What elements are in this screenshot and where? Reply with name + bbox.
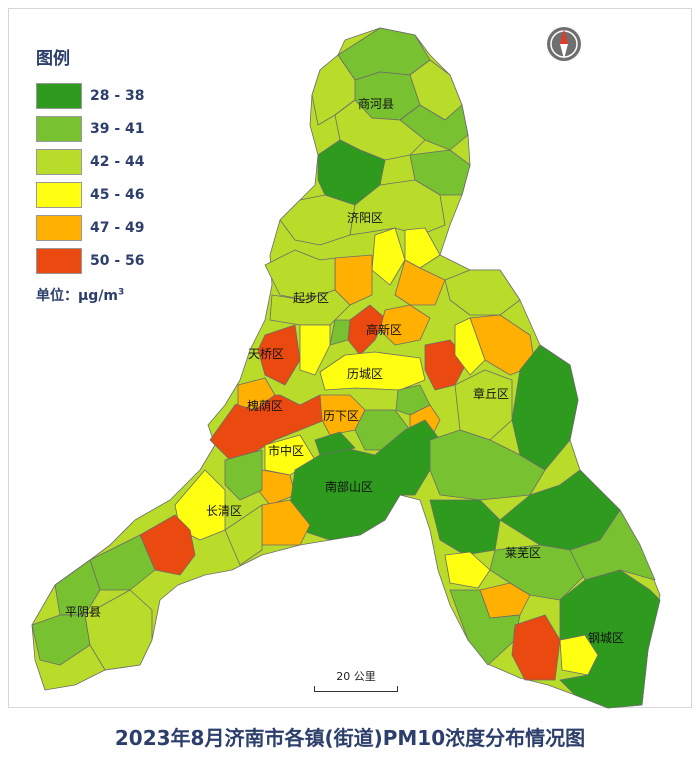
region-jiyang-yellow-2: [404, 227, 441, 269]
label-zhangqiu: 章丘区: [473, 386, 509, 401]
legend-swatch-2: [36, 115, 82, 142]
legend-item-6: 50 - 56: [36, 244, 145, 277]
legend-swatch-4: [36, 181, 82, 208]
legend-label-5: 47 - 49: [90, 219, 145, 236]
region-tianqiao-yellow: [299, 324, 331, 376]
region-shizhong-green: [224, 449, 263, 501]
region-jiyang-e: [349, 179, 446, 236]
label-nanbushan: 南部山区: [325, 479, 373, 494]
legend-swatch-3: [36, 148, 82, 175]
label-laiwu: 莱芜区: [505, 546, 541, 560]
region-qibu-2: [269, 289, 351, 326]
label-shizhong: 市中区: [268, 443, 304, 458]
legend-label-1: 28 - 38: [90, 87, 145, 104]
label-qibu: 起步区: [293, 291, 329, 305]
legend-label-6: 50 - 56: [90, 252, 145, 269]
region-pingyin-3: [84, 589, 153, 671]
region-pingyin-1: [54, 559, 101, 616]
label-gaoxin: 高新区: [366, 322, 402, 337]
label-gangcheng: 钢城区: [588, 631, 624, 645]
map-title: 2023年8月济南市各镇(街道)PM10浓度分布情况图: [114, 726, 586, 750]
legend-swatch-6: [36, 247, 82, 274]
unit-text: 单位：μg/m: [36, 288, 119, 304]
region-laiwu-yellow: [444, 551, 491, 589]
legend-title: 图例: [36, 49, 70, 69]
label-changqing: 长清区: [206, 504, 242, 518]
region-nanbushan-green-2: [314, 431, 356, 456]
legend-item-3: 42 - 44: [36, 145, 145, 178]
region-gangcheng-green: [559, 569, 661, 709]
region-licheng-yellow: [319, 351, 426, 391]
legend-swatch-5: [36, 214, 82, 241]
legend-label-3: 42 - 44: [90, 153, 145, 170]
region-zhangqiu-south: [429, 429, 546, 501]
region-huaiyin-orange: [237, 377, 276, 411]
unit-superscript: 3: [118, 287, 125, 298]
label-pingyin: 平阴县: [65, 605, 101, 619]
legend-item-1: 28 - 38: [36, 79, 145, 112]
region-tianqiao-red: [257, 324, 301, 386]
region-laiwu-east: [569, 509, 656, 581]
region-changqing-green: [224, 504, 263, 566]
legend: 图例 28 - 38 39 - 41 42 - 44 45 - 46 47 - …: [36, 44, 145, 305]
label-jiyang: 济阳区: [347, 210, 383, 225]
region-shanghe-west: [311, 54, 356, 126]
region-zhangqiu-yellow: [454, 317, 486, 376]
label-shanghe: 商河县: [358, 96, 394, 111]
scale-bar-label: 20 公里: [336, 670, 376, 683]
legend-unit: 单位：μg/m3: [36, 285, 145, 305]
legend-swatch-1: [36, 82, 82, 109]
legend-label-4: 45 - 46: [90, 186, 145, 203]
north-arrow-icon: [545, 25, 583, 67]
region-gangcheng-red: [511, 614, 561, 681]
region-gaoxin-orange: [379, 304, 431, 346]
region-nanbushan: [289, 419, 441, 541]
region-jiyang-yellow-1: [371, 227, 406, 286]
legend-label-2: 39 - 41: [90, 120, 145, 137]
scale-bar-line: [314, 686, 398, 692]
region-zhangqiu-green: [511, 344, 579, 471]
legend-item-4: 45 - 46: [36, 178, 145, 211]
legend-item-2: 39 - 41: [36, 112, 145, 145]
label-licheng: 历城区: [347, 367, 383, 381]
scale-bar: 20 公里: [314, 668, 398, 692]
region-jiyang-orange-2: [394, 259, 446, 306]
label-lixia: 历下区: [323, 409, 359, 423]
label-huaiyin: 槐荫区: [247, 398, 283, 413]
label-tianqiao: 天桥区: [248, 347, 284, 361]
region-qibu-1: [264, 249, 336, 301]
region-zhangqiu-nw: [444, 269, 521, 316]
region-gaoxin-green: [329, 319, 351, 346]
legend-item-5: 47 - 49: [36, 211, 145, 244]
